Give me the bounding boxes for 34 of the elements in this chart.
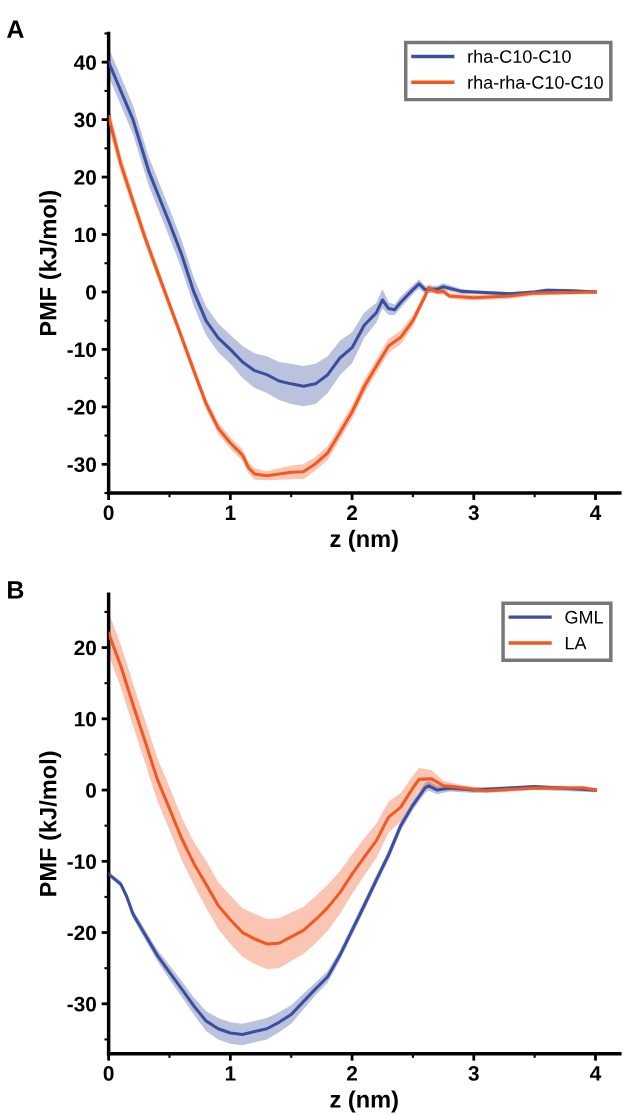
y-tick-label: 0 [86, 783, 96, 798]
y-tick-label: 40 [73, 55, 96, 70]
x-tick-label: 0 [103, 505, 114, 521]
y-tick-label: -10 [67, 854, 96, 870]
y-axis-title: PMF (kJ/mol) [39, 751, 62, 896]
text: A [7, 20, 24, 38]
x-tick-label: 1 [225, 1066, 236, 1081]
legend-label: rha-rha-C10-C10 [468, 75, 603, 89]
x-tick-label: 2 [346, 505, 358, 520]
x-tick-label: 2 [346, 1066, 358, 1081]
text: B [8, 581, 24, 599]
x-axis-title: z (nm) [330, 1090, 398, 1113]
y-tick-label: -30 [67, 996, 96, 1012]
y-tick-label: -30 [67, 457, 96, 473]
y-tick-label: 20 [74, 640, 96, 656]
legend-label: rha-C10-C10 [468, 49, 571, 63]
y-tick-label: 10 [74, 227, 96, 243]
y-tick-label: 0 [86, 284, 96, 300]
x-tick-label: 0 [103, 1066, 114, 1081]
legend-label: GML [565, 610, 603, 624]
y-tick-label: -20 [67, 399, 96, 415]
x-tick-label: 1 [225, 505, 236, 520]
y-tick-label: 20 [74, 170, 96, 185]
y-tick-label: 10 [74, 711, 96, 727]
y-tick-label: 30 [74, 112, 96, 128]
legend-label: LA [565, 636, 587, 650]
x-tick-label: 3 [468, 505, 479, 521]
y-tick-label: -10 [67, 342, 96, 358]
x-tick-label: 4 [590, 505, 602, 520]
x-axis-title: z (nm) [330, 529, 398, 552]
y-tick-label: -20 [67, 925, 96, 941]
x-tick-label: 4 [590, 1066, 602, 1081]
x-tick-label: 3 [468, 1066, 479, 1081]
y-axis-title: PMF (kJ/mol) [39, 190, 62, 336]
